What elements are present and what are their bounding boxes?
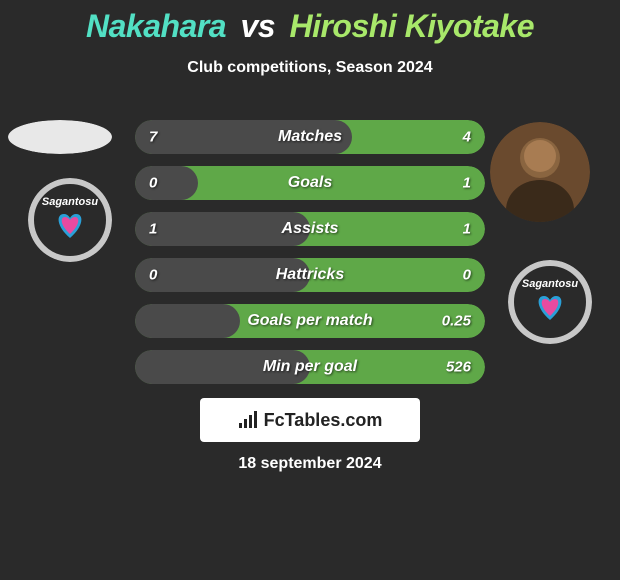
stat-row: Assists1 1 (135, 212, 485, 246)
vs-text: vs (240, 8, 275, 44)
player1-avatar (8, 120, 112, 154)
team-badge-text: Sagantosu (522, 278, 578, 290)
stat-value-right: 1 (463, 175, 471, 192)
stat-row: Min per goal526 (135, 350, 485, 384)
player1-name: Nakahara (86, 8, 226, 44)
stat-row: Hattricks0 0 (135, 258, 485, 292)
subtitle: Club competitions, Season 2024 (0, 59, 620, 77)
stat-value-right: 4 (463, 129, 471, 146)
stat-value-right: 0.25 (442, 313, 471, 330)
stat-label: Goals per match (135, 312, 485, 330)
heart-icon (532, 290, 568, 327)
stat-value-right: 526 (446, 359, 471, 376)
person-silhouette-icon (490, 122, 590, 222)
stat-value-left: 1 (149, 221, 157, 238)
stat-value-left: 0 (149, 267, 157, 284)
brand-label: FcTables.com (264, 410, 383, 431)
stat-label: Min per goal (135, 358, 485, 376)
stat-value-right: 1 (463, 221, 471, 238)
team-badge-logo: Sagantosu (508, 260, 592, 344)
stat-row: Goals per match0.25 (135, 304, 485, 338)
brand-text: FcTables.com (238, 410, 383, 431)
player2-team-badge: Sagantosu (508, 260, 592, 344)
stat-label: Goals (135, 174, 485, 192)
stats-bars: Matches74Goals01Assists11Hattricks00Goal… (135, 120, 485, 396)
player2-name: Hiroshi Kiyotake (289, 8, 534, 44)
stat-row: Goals0 1 (135, 166, 485, 200)
stat-label: Matches (135, 128, 485, 146)
player2-avatar (490, 122, 590, 222)
heart-icon (52, 208, 88, 245)
brand-box: FcTables.com (200, 398, 420, 442)
player1-team-badge: Sagantosu (28, 178, 112, 262)
date-line: 18 september 2024 (0, 455, 620, 473)
comparison-title: Nakahara vs Hiroshi Kiyotake (0, 0, 620, 45)
stat-row: Matches7 4 (135, 120, 485, 154)
team-badge-logo: Sagantosu (28, 178, 112, 262)
stat-value-left: 7 (149, 129, 157, 146)
stat-value-right: 0 (463, 267, 471, 284)
stat-value-left: 0 (149, 175, 157, 192)
stat-label: Assists (135, 220, 485, 238)
signal-icon (238, 411, 260, 429)
stat-label: Hattricks (135, 266, 485, 284)
team-badge-text: Sagantosu (42, 196, 98, 208)
